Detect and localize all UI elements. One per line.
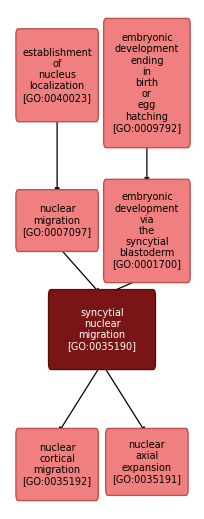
FancyBboxPatch shape bbox=[104, 19, 190, 148]
Text: embryonic
development
ending
in
birth
or
egg
hatching
[GO:0009792]: embryonic development ending in birth or… bbox=[112, 33, 181, 133]
Text: establishment
of
nucleus
localization
[GO:0040023]: establishment of nucleus localization [G… bbox=[22, 48, 92, 103]
FancyBboxPatch shape bbox=[49, 290, 155, 370]
FancyBboxPatch shape bbox=[104, 180, 190, 282]
Text: nuclear
cortical
migration
[GO:0035192]: nuclear cortical migration [GO:0035192] bbox=[23, 443, 92, 486]
FancyBboxPatch shape bbox=[16, 190, 98, 252]
FancyBboxPatch shape bbox=[16, 429, 98, 500]
FancyBboxPatch shape bbox=[16, 29, 98, 122]
Text: embryonic
development
via
the
syncytial
blastoderm
[GO:0001700]: embryonic development via the syncytial … bbox=[112, 193, 181, 269]
FancyBboxPatch shape bbox=[106, 429, 188, 495]
Text: syncytial
nuclear
migration
[GO:0035190]: syncytial nuclear migration [GO:0035190] bbox=[68, 308, 136, 351]
Text: nuclear
migration
[GO:0007097]: nuclear migration [GO:0007097] bbox=[23, 204, 92, 237]
Text: nuclear
axial
expansion
[GO:0035191]: nuclear axial expansion [GO:0035191] bbox=[112, 440, 181, 484]
